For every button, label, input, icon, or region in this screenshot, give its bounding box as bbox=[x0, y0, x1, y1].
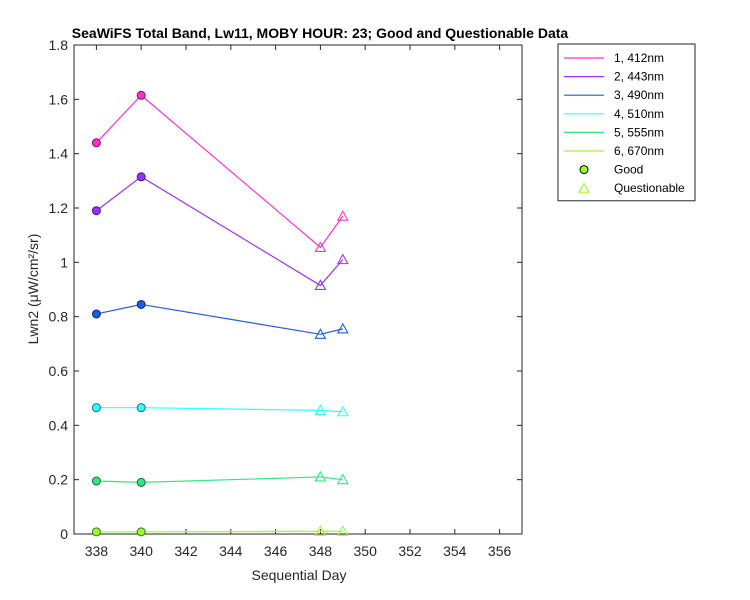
y-tick-label: 0.4 bbox=[49, 417, 69, 433]
series-line-2 bbox=[96, 176, 344, 287]
good-point bbox=[136, 172, 146, 182]
questionable-point bbox=[314, 470, 327, 482]
good-point bbox=[136, 90, 146, 100]
good-point bbox=[136, 403, 146, 413]
good-point bbox=[136, 477, 146, 487]
questionable-point bbox=[314, 525, 327, 536]
good-point bbox=[136, 527, 146, 537]
x-tick-label: 342 bbox=[174, 543, 198, 559]
x-tick-label: 348 bbox=[309, 543, 333, 559]
x-tick-label: 356 bbox=[488, 543, 512, 559]
y-tick-label: 0.8 bbox=[49, 309, 69, 325]
y-tick-label: 1.2 bbox=[49, 200, 69, 216]
legend-good-marker bbox=[579, 165, 589, 175]
legend-label-questionable: Questionable bbox=[614, 181, 685, 195]
questionable-point bbox=[314, 279, 327, 290]
legend-label-2: 2, 443nm bbox=[614, 70, 664, 84]
y-tick-label: 0.2 bbox=[49, 472, 69, 488]
y-tick-label: 1.6 bbox=[49, 91, 69, 107]
y-tick-label: 1 bbox=[60, 254, 68, 270]
questionable-point bbox=[336, 405, 349, 417]
legend-label-1: 1, 412nm bbox=[614, 51, 664, 65]
x-tick-label: 354 bbox=[443, 543, 467, 559]
questionable-point bbox=[336, 322, 349, 334]
questionable-point bbox=[336, 525, 349, 536]
good-point bbox=[91, 476, 101, 486]
questionable-point bbox=[314, 328, 327, 339]
y-tick-label: 1.4 bbox=[49, 146, 69, 162]
series-line-6 bbox=[96, 530, 343, 533]
series-line-3 bbox=[96, 303, 343, 335]
series-line-5 bbox=[96, 476, 343, 483]
legend: 1, 412nm 2, 443nm 3, 490nm 4, 510nm 5, 555nm… bbox=[557, 43, 696, 202]
legend-label-4: 4, 510nm bbox=[614, 107, 664, 121]
y-tick-label: 0 bbox=[60, 526, 68, 542]
questionable-point bbox=[336, 473, 349, 485]
plot-frame bbox=[73, 44, 523, 535]
questionable-point bbox=[336, 210, 349, 221]
legend-label-3: 3, 490nm bbox=[614, 88, 664, 102]
series-line-4 bbox=[96, 407, 343, 413]
plot-area: 338 340 342 344 346 348 350 352 354 356 0 0.2 0.4 0.6… bbox=[49, 37, 523, 559]
x-tick-label: 350 bbox=[354, 543, 378, 559]
y-axis-title: Lwn2 (μW/cm²/sr) bbox=[25, 234, 41, 345]
good-point bbox=[91, 206, 101, 216]
legend-box bbox=[557, 43, 696, 202]
questionable-point bbox=[336, 253, 349, 265]
questionable-point bbox=[314, 404, 327, 415]
legend-label-good: Good bbox=[614, 163, 643, 177]
good-point bbox=[91, 403, 101, 413]
x-tick-label: 352 bbox=[398, 543, 422, 559]
questionable-point bbox=[314, 241, 327, 252]
chart-title: SeaWiFS Total Band, Lw11, MOBY HOUR: 23;… bbox=[72, 25, 569, 41]
x-tick-label: 344 bbox=[219, 543, 243, 559]
y-tick-label: 0.6 bbox=[49, 363, 69, 379]
x-tick-label: 340 bbox=[130, 543, 154, 559]
good-point bbox=[91, 309, 101, 319]
x-tick-label: 338 bbox=[85, 543, 109, 559]
good-point bbox=[91, 138, 101, 148]
legend-label-5: 5, 555nm bbox=[614, 125, 664, 139]
x-tick-label: 346 bbox=[264, 543, 288, 559]
y-tick-label: 1.8 bbox=[49, 37, 69, 53]
good-point bbox=[136, 299, 146, 309]
legend-label-6: 6, 670nm bbox=[614, 144, 664, 158]
series-line-1 bbox=[95, 94, 344, 249]
legend-questionable-marker bbox=[578, 182, 590, 193]
x-axis-title: Sequential Day bbox=[252, 567, 347, 583]
good-point bbox=[91, 527, 101, 537]
